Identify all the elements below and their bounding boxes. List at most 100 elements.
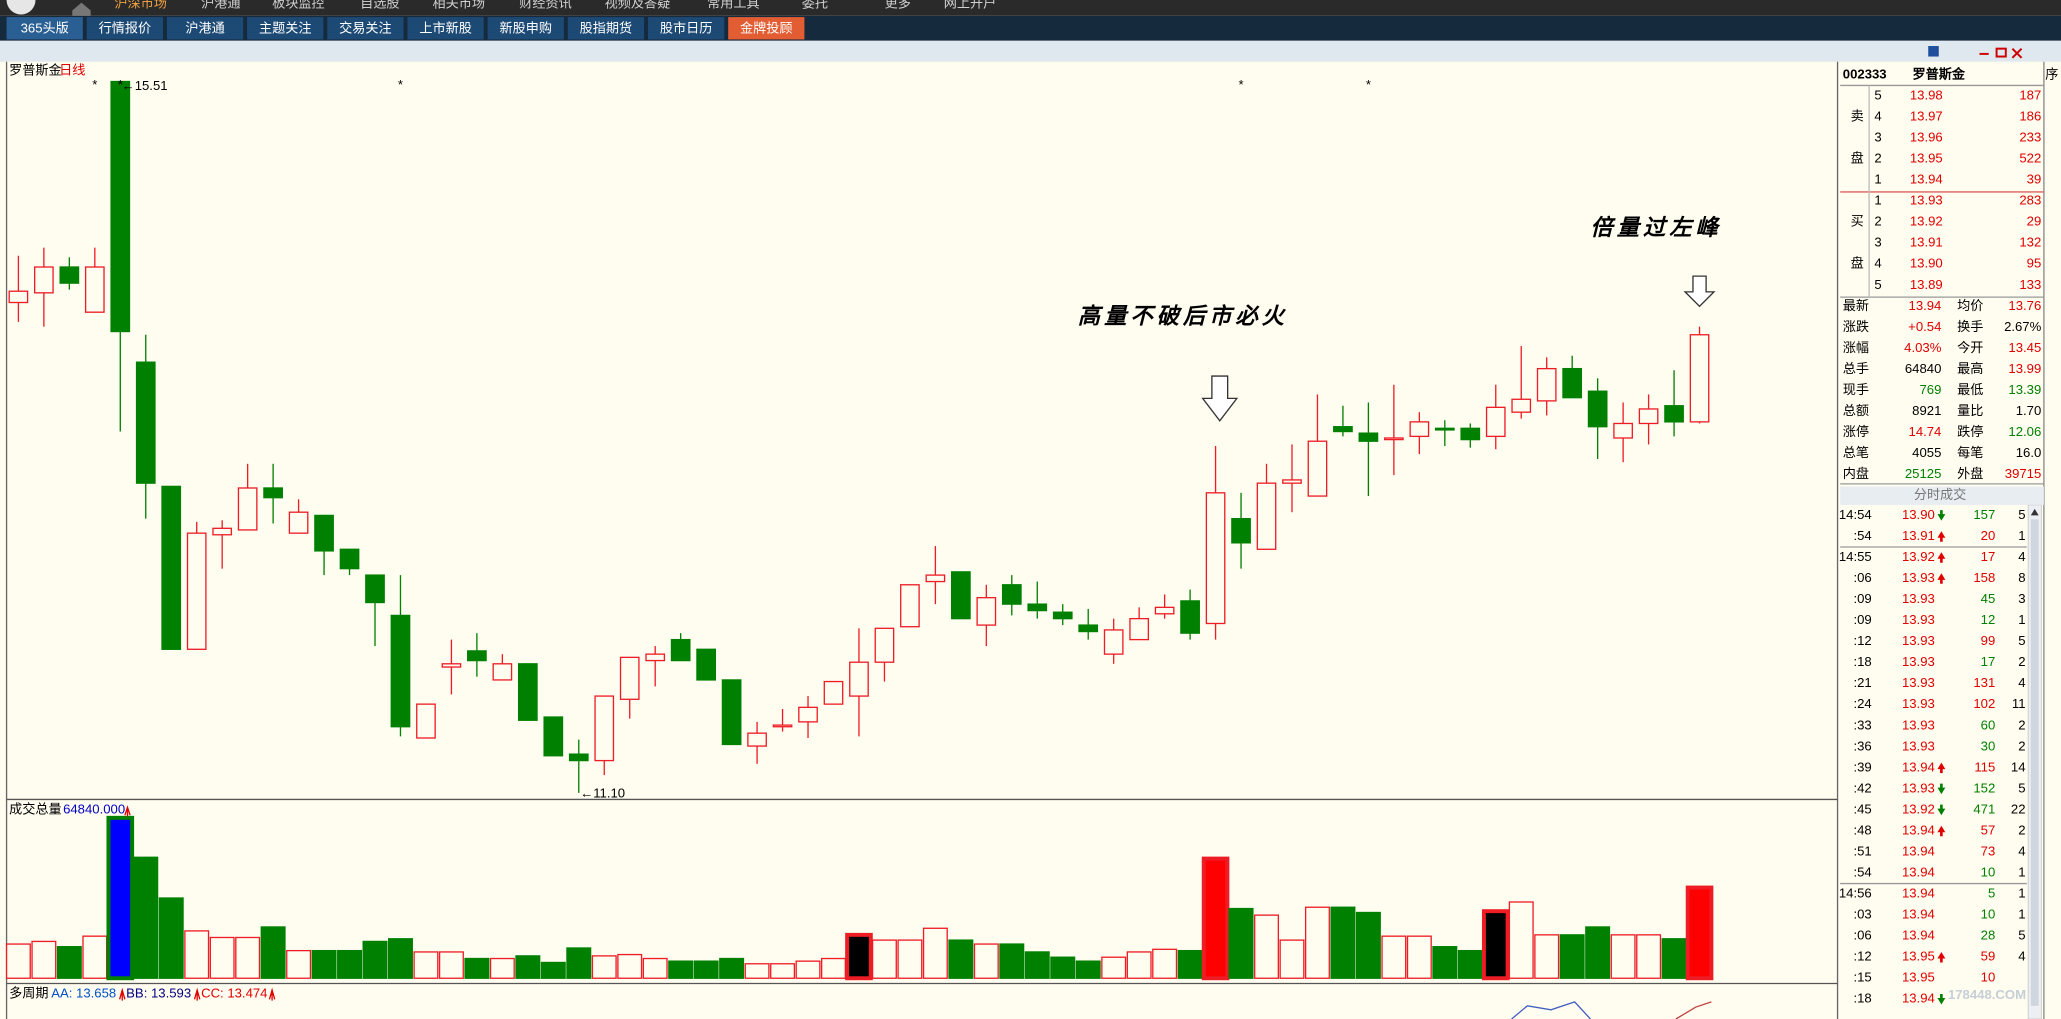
book-price: 13.98: [1910, 87, 1943, 102]
candle-body: [849, 661, 869, 697]
menu-item[interactable]: 沪港通: [201, 0, 240, 10]
menu-item[interactable]: 相关市场: [432, 0, 484, 10]
stat-label: 现手: [1843, 382, 1869, 397]
trade-volume: 10: [1981, 907, 1996, 922]
volume-bar: [235, 936, 261, 979]
close-button[interactable]: [2011, 47, 2023, 59]
menu-item[interactable]: 视频及答疑: [605, 0, 671, 10]
volume-bar: [362, 940, 388, 979]
book-price: 13.91: [1910, 235, 1943, 250]
trade-time: :12: [1853, 633, 1871, 648]
volume-bar: [845, 932, 873, 981]
book-level: 4: [1874, 108, 1881, 123]
trade-volume: 102: [1973, 696, 1995, 711]
volume-bar: [1406, 935, 1432, 979]
trade-count: 2: [2018, 654, 2025, 669]
logo[interactable]: [6, 0, 36, 15]
home-icon[interactable]: [72, 2, 91, 16]
annotation: 倍量过左峰: [1590, 215, 1721, 240]
candle-body: [492, 663, 513, 681]
menu-item[interactable]: 财经资讯: [519, 0, 571, 10]
candle-body: [1078, 624, 1099, 633]
stat-value: 64840: [1905, 361, 1941, 376]
trade-price: 13.95: [1902, 970, 1935, 985]
volume-bar: [1228, 907, 1254, 979]
trade-price: 13.93: [1902, 654, 1935, 669]
scroll-thumb[interactable]: [2030, 519, 2039, 1006]
tab[interactable]: [247, 17, 324, 40]
stat-label: 最低: [1957, 382, 1983, 397]
toolbar: [0, 40, 2061, 62]
volume-bar: [922, 927, 948, 979]
volume-bar: [1279, 939, 1305, 979]
volume-bar: [897, 939, 923, 979]
indicator-value: BB: 13.593: [126, 985, 191, 1000]
candle-body: [186, 532, 207, 650]
stat-value: 13.99: [2008, 361, 2041, 376]
menu-item[interactable]: 更多: [885, 0, 911, 10]
menu-item[interactable]: 自选股: [360, 0, 399, 10]
volume-bar: [1152, 948, 1178, 979]
tab[interactable]: [487, 17, 564, 40]
tab[interactable]: [6, 17, 83, 40]
stat-label: 总手: [1843, 361, 1869, 376]
trade-count: 2: [2018, 822, 2025, 837]
info-icon[interactable]: [1928, 46, 1939, 57]
book-side-label: 盘: [1851, 255, 1864, 271]
book-level: 1: [1874, 172, 1881, 187]
candle-body: [1664, 405, 1684, 423]
trade-price: 13.91: [1902, 528, 1935, 543]
chart-area: [0, 61, 1841, 1019]
scroll-up[interactable]: [2030, 508, 2039, 516]
volume-bar: [1075, 960, 1101, 979]
trade-volume: 131: [1973, 675, 1995, 690]
tab[interactable]: [728, 17, 805, 40]
tab[interactable]: [86, 17, 163, 40]
tab[interactable]: [407, 17, 484, 40]
candle-body: [110, 80, 131, 333]
tab[interactable]: [648, 17, 725, 40]
star-marker: *: [1238, 77, 1243, 92]
trade-count: 5: [2018, 928, 2025, 943]
volume-bar: [106, 815, 135, 981]
menu-item[interactable]: 沪深市场: [114, 0, 166, 10]
volume-bar: [1050, 956, 1076, 979]
book-volume: 283: [2019, 193, 2041, 208]
candle-body: [212, 527, 233, 536]
tab-label: 股市日历: [660, 19, 712, 35]
volume-bar: [1685, 885, 1714, 981]
menu-item[interactable]: 常用工具: [707, 0, 759, 10]
book-price: 13.95: [1910, 151, 1943, 166]
candle-body: [1154, 606, 1175, 615]
book-side-label: 卖: [1851, 108, 1864, 123]
tab[interactable]: [327, 17, 404, 40]
tab[interactable]: [567, 17, 645, 40]
menu-item[interactable]: 委托: [802, 0, 828, 10]
trade-price: 13.90: [1902, 507, 1935, 522]
volume-bar: [821, 957, 846, 979]
trade-price: 13.94: [1902, 928, 1935, 943]
maximize-button[interactable]: [1995, 47, 2007, 58]
trade-time: :33: [1853, 717, 1871, 732]
stat-label: 换手: [1957, 319, 1983, 334]
indicator-sketch: [1675, 1001, 1712, 1019]
candle-body: [568, 753, 589, 762]
book-volume: 233: [2019, 130, 2041, 145]
volume-bar: [566, 947, 592, 979]
tab[interactable]: [166, 17, 244, 40]
volume-bar: [591, 955, 617, 979]
trade-price: 13.94: [1902, 759, 1935, 774]
book-volume: 39: [2027, 172, 2042, 187]
trade-down-arrow: [1937, 783, 1946, 795]
candle-body: [619, 656, 640, 700]
volume-bar: [1508, 901, 1534, 979]
stat-label: 内盘: [1843, 465, 1869, 481]
menu-item[interactable]: 板块监控: [272, 0, 324, 10]
trade-count: 4: [2018, 843, 2025, 858]
trade-time: :09: [1853, 591, 1871, 606]
up-arrow-icon: [193, 987, 201, 1001]
trade-count: 4: [2018, 549, 2025, 564]
trade-up-arrow: [1937, 951, 1946, 963]
trade-count: 14: [2011, 759, 2026, 774]
menu-item[interactable]: 网上开户: [944, 0, 996, 10]
